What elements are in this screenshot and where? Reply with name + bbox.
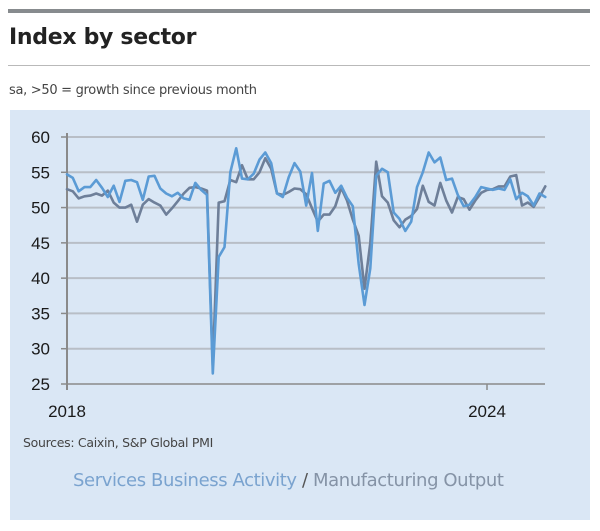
page-title: Index by sector [9,25,197,50]
y-tick-label: 40 [31,269,50,288]
sources-note: Sources: Caixin, S&P Global PMI [23,435,213,450]
x-axis: 2018 2024 [48,133,545,421]
chart-subtitle: sa, >50 = growth since previous month [9,83,257,98]
legend-services: Services Business Activity [73,470,297,491]
x-tick-label: 2018 [48,402,86,421]
services-line [65,147,547,375]
top-rule [8,9,590,13]
chart-panel [10,110,590,520]
y-tick-label: 25 [31,375,50,394]
legend-separator: / [296,470,313,491]
y-axis: 25 30 35 40 45 50 55 60 [31,128,67,394]
gridlines [67,136,545,350]
x-tick-label: 2024 [468,402,506,421]
y-tick-label: 30 [31,340,50,359]
legend: Services Business Activity / Manufacturi… [73,470,504,491]
legend-manufacturing: Manufacturing Output [312,470,504,491]
series-lines [65,147,547,375]
manufacturing-line [65,156,547,368]
title-divider [8,65,590,66]
y-tick-label: 60 [31,128,50,147]
y-tick-label: 55 [31,163,50,182]
y-tick-label: 35 [31,304,50,323]
y-tick-label: 50 [31,199,50,218]
y-tick-label: 45 [31,234,50,253]
